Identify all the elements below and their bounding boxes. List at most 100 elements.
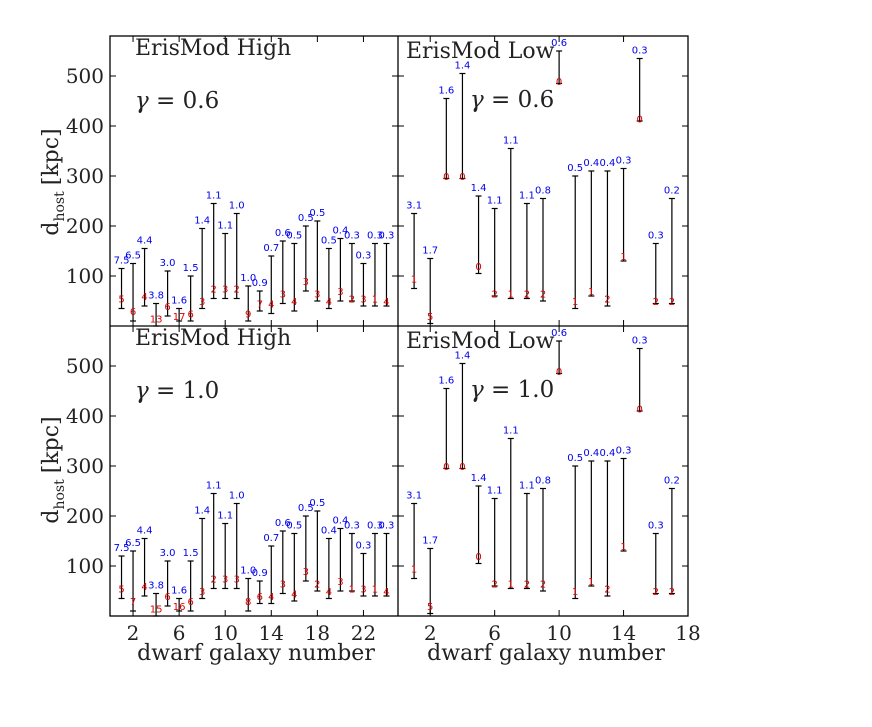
count-label: 1	[572, 297, 578, 308]
count-label: 8	[245, 597, 251, 608]
mass-ratio-label: 0.5	[567, 163, 583, 174]
count-label: 2	[669, 297, 675, 308]
mass-ratio-label: 0.3	[355, 251, 371, 262]
x-tick-label: 18	[675, 621, 700, 645]
mass-ratio-label: 3.1	[406, 201, 422, 212]
panel-title-top-right: ErisMod Low	[406, 39, 555, 64]
count-label: 4	[268, 300, 274, 311]
mass-ratio-label: 6.5	[125, 538, 141, 549]
mass-ratio-label: 0.6	[275, 518, 291, 529]
mass-ratio-label: 0.3	[379, 521, 395, 532]
count-label: 2	[524, 290, 530, 301]
count-label: 3	[280, 580, 286, 591]
x-tick-label: 2	[127, 621, 140, 645]
count-label: 3	[337, 577, 343, 588]
count-label: 1	[572, 587, 578, 598]
mass-ratio-label: 0.5	[286, 231, 302, 242]
mass-ratio-label: 1.0	[240, 273, 256, 284]
mass-ratio-label: 0.2	[664, 186, 680, 197]
count-label: 1	[372, 585, 378, 596]
x-tick-label: 6	[488, 621, 501, 645]
mass-ratio-label: 0.4	[583, 448, 599, 459]
x-tick-label: 14	[611, 621, 636, 645]
count-label: 4	[291, 297, 297, 308]
count-label: 2	[349, 295, 355, 306]
count-label: 5	[427, 312, 433, 323]
count-label: 4	[141, 292, 147, 303]
count-label: 3	[222, 285, 228, 296]
count-label: 2	[314, 580, 320, 591]
x-tick-label: 22	[351, 621, 376, 645]
count-label: 2	[491, 580, 497, 591]
mass-ratio-label: 1.0	[240, 566, 256, 577]
count-label: 3	[222, 575, 228, 586]
count-label: 1	[620, 542, 626, 553]
y-tick-label: 200	[66, 504, 104, 528]
count-label: 3	[314, 290, 320, 301]
axis-titles: dwarf galaxy number dwarf galaxy number …	[39, 128, 665, 666]
mass-ratio-label: 1.5	[183, 548, 199, 559]
y-tick-label: 300	[66, 164, 104, 188]
mass-ratio-label: 0.3	[616, 446, 632, 457]
y-tick-label: 100	[66, 264, 104, 288]
mass-ratio-label: 0.4	[599, 158, 615, 169]
mass-ratio-label: 1.4	[454, 61, 470, 72]
mass-ratio-label: 0.9	[252, 568, 268, 579]
count-label: 2	[540, 290, 546, 301]
count-label: 1	[588, 577, 594, 588]
mass-ratio-label: 0.6	[551, 38, 567, 49]
count-label: 3	[303, 277, 309, 288]
count-label: 6	[257, 592, 263, 603]
count-label: 0	[459, 172, 465, 183]
mass-ratio-label: 0.3	[355, 541, 371, 552]
mass-ratio-label: 0.3	[379, 231, 395, 242]
x-axis-label-left: dwarf galaxy number	[137, 641, 375, 666]
count-label: 6	[164, 592, 170, 603]
x-tick-label: 2	[424, 621, 437, 645]
mass-ratio-label: 0.5	[309, 498, 325, 509]
count-label: 9	[245, 310, 251, 321]
count-label: 7	[257, 300, 263, 311]
count-label: 0	[636, 405, 642, 416]
count-label: 1	[372, 295, 378, 306]
count-label: 1	[411, 275, 417, 286]
count-label: 3	[337, 287, 343, 298]
count-label: 1	[508, 290, 514, 301]
x-axis-label-right: dwarf galaxy number	[427, 641, 665, 666]
mass-ratio-label: 1.4	[194, 216, 210, 227]
mass-ratio-label: 1.1	[217, 511, 233, 522]
mass-ratio-label: 1.1	[503, 426, 519, 437]
count-label: 4	[291, 590, 297, 601]
mass-ratio-label: 1.1	[487, 486, 503, 497]
count-label: 5	[118, 295, 124, 306]
mass-ratio-label: 1.1	[206, 191, 222, 202]
mass-ratio-label: 0.7	[263, 243, 279, 254]
mass-ratio-label: 0.5	[298, 503, 314, 514]
mass-ratio-label: 0.5	[567, 453, 583, 464]
count-label: 2	[653, 587, 659, 598]
x-tick-label: 10	[212, 621, 237, 645]
mass-ratio-label: 1.4	[471, 183, 487, 194]
count-label: 2	[524, 580, 530, 591]
x-tick-label: 18	[305, 621, 330, 645]
count-label: 7	[130, 597, 136, 608]
panel-title-bottom-right: ErisMod Low	[406, 329, 555, 354]
mass-ratio-label: 0.8	[535, 476, 551, 487]
mass-ratio-label: 1.1	[519, 191, 535, 202]
count-label: 4	[141, 582, 147, 593]
panel-3-series: 3.1 1 1.7 5 1.6 0 1.4 0 1.4 0 1.1 2 1.1 1 1.1 2 0.8 2 0.6 0…	[406, 328, 680, 615]
mass-ratio-label: 0.9	[252, 278, 268, 289]
y-tick-label: 500	[66, 64, 104, 88]
y-tick-label: 300	[66, 454, 104, 478]
mass-ratio-label: 0.2	[664, 476, 680, 487]
mass-ratio-label: 1.1	[487, 196, 503, 207]
mass-ratio-label: 0.4	[332, 226, 348, 237]
count-label: 1	[349, 585, 355, 596]
mass-ratio-label: 4.4	[137, 236, 153, 247]
gamma-label-bottom-right: γ = 1.0	[470, 377, 554, 403]
count-label: 2	[234, 285, 240, 296]
mass-ratio-label: 7.5	[114, 543, 130, 554]
count-label: 3	[360, 585, 366, 596]
mass-ratio-label: 0.7	[263, 533, 279, 544]
